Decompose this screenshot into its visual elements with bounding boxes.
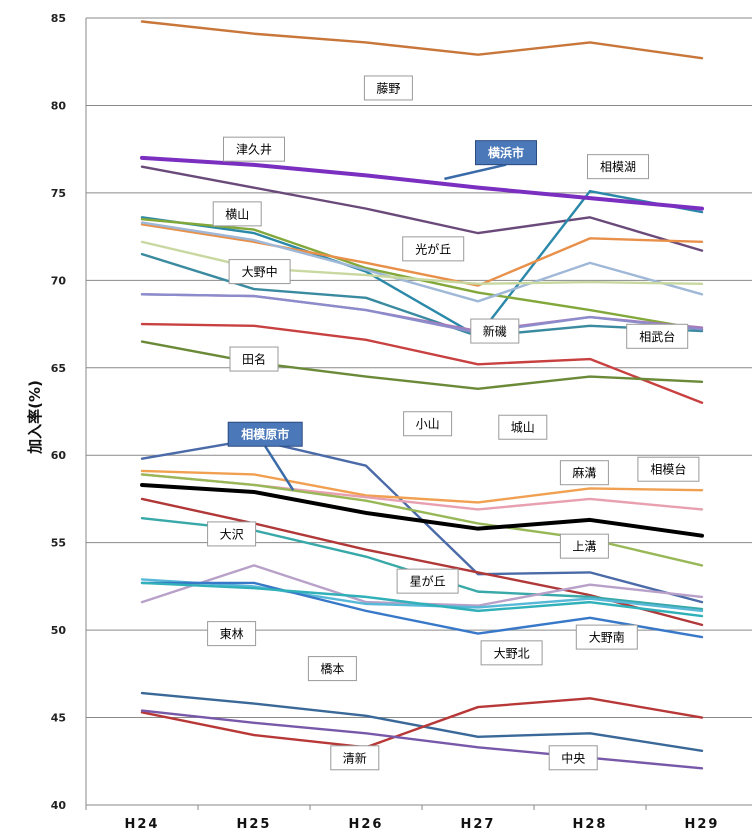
series-line: [140, 578, 704, 613]
series-line: [140, 189, 704, 338]
y-tick-label: 55: [51, 537, 66, 550]
series-label-box: [559, 460, 609, 486]
y-tick-label: 75: [51, 187, 66, 200]
series-label-box: [223, 136, 285, 162]
series-label-box: [402, 236, 465, 262]
series-label: 橋本: [320, 662, 344, 676]
x-tick-label: H27: [461, 817, 496, 832]
series-label-box: [363, 75, 413, 101]
series-label: 大野北: [494, 646, 530, 660]
series-label-box: [212, 201, 262, 227]
series-line: [140, 165, 704, 252]
series-label: 星が丘: [410, 574, 446, 589]
series-label: 新磯: [483, 324, 507, 339]
series-label: 田名: [242, 352, 266, 367]
y-tick-label: 85: [51, 12, 66, 25]
series-label-box: [207, 521, 257, 547]
series-label-box: [475, 140, 537, 166]
series-label: 横山: [225, 207, 249, 221]
y-axis-ticks: 40 45 50 55 60 65 70 75 80 85: [51, 12, 67, 812]
series-line: [140, 20, 704, 60]
series-line: [140, 293, 704, 334]
series-line: [140, 340, 704, 390]
series-label: 麻溝: [572, 465, 596, 480]
y-tick-label: 60: [51, 449, 67, 462]
series-label: 相模湖: [600, 159, 636, 174]
x-tick-label: H24: [125, 817, 160, 832]
series-line: [140, 221, 704, 303]
y-tick-label: 80: [51, 99, 67, 112]
series-label-box: [637, 456, 700, 482]
series-line: [140, 709, 704, 770]
series-line: [140, 155, 704, 211]
x-tick-label: H26: [349, 817, 384, 832]
series-label: 清新: [343, 750, 367, 765]
y-tick-label: 65: [51, 362, 66, 375]
series-label-box: [227, 421, 303, 447]
series-label: 大野南: [589, 630, 625, 645]
series-line: [140, 223, 704, 287]
x-axis-ticks: H24 H25 H26 H27 H28 H29: [125, 817, 720, 832]
series-label: 大野中: [242, 264, 278, 279]
series-label: 城山: [511, 421, 535, 435]
series-label: 藤野: [376, 81, 400, 95]
series-label-box: [470, 318, 520, 344]
series-label-box: [229, 346, 279, 372]
series-label-box: [228, 259, 291, 285]
y-tick-label: 45: [51, 712, 66, 725]
series-label: 相武台: [639, 329, 675, 344]
series-label-box: [498, 414, 548, 440]
series-label-box: [626, 323, 689, 349]
y-tick-label: 50: [51, 624, 67, 637]
series-line: [140, 482, 704, 538]
series-label: 大沢: [220, 527, 244, 541]
label-leader: [264, 445, 295, 491]
series-label-box: [480, 640, 543, 666]
series-label: 相模台: [650, 462, 686, 477]
series-label-box: [587, 154, 649, 180]
x-tick-label: H25: [237, 817, 272, 832]
series-label: 光が丘: [415, 241, 451, 256]
series-line: [140, 469, 704, 504]
label-leader: [444, 163, 507, 181]
series-label: 東林: [220, 627, 244, 641]
series-label-box: [548, 745, 598, 771]
y-tick-label: 40: [51, 799, 67, 812]
series-label-box: [307, 656, 357, 682]
series-line: [140, 581, 704, 639]
y-tick-label: 70: [51, 274, 67, 287]
series-label: 小山: [416, 417, 440, 431]
series-line: [140, 697, 704, 749]
series-label-box: [575, 624, 638, 650]
series-label-box: [403, 411, 453, 437]
series-line: [140, 581, 704, 618]
series-label-box: [396, 568, 459, 594]
series-line: [140, 322, 704, 404]
series-line: [140, 691, 704, 752]
x-tick-label: H28: [573, 817, 608, 832]
series-label-box: [330, 745, 380, 771]
series-label: 横浜市: [488, 145, 524, 160]
series-label: 上溝: [572, 540, 596, 554]
series-label-box: [207, 621, 257, 647]
series-label: 津久井: [236, 143, 272, 157]
series-label-box: [559, 533, 609, 559]
series-label: 相模原市: [241, 427, 289, 442]
series-lines: [140, 20, 704, 770]
x-tick-label: H29: [685, 817, 720, 832]
y-axis-label: 加入率(%): [26, 380, 44, 455]
series-label: 中央: [561, 750, 585, 765]
